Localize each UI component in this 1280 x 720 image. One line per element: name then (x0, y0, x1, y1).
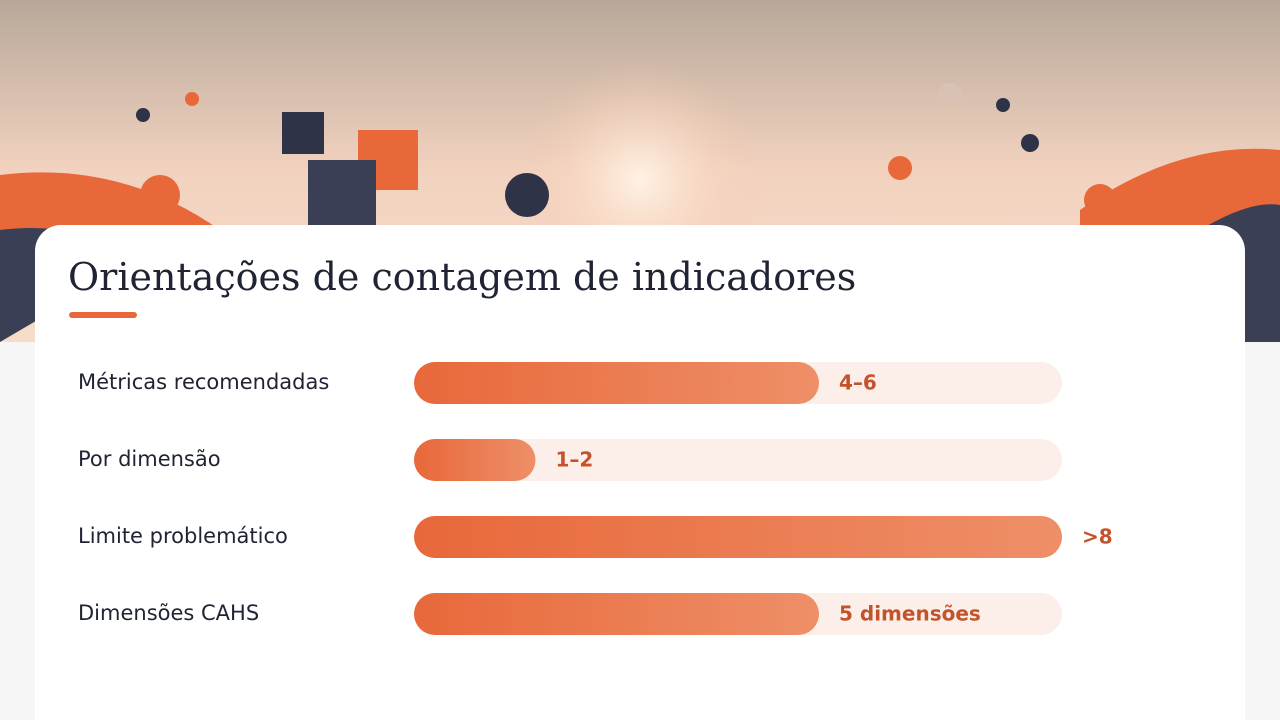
bar (414, 439, 536, 481)
value-label: 4–6 (839, 371, 877, 395)
category-label: Limite problemático (78, 524, 288, 548)
plot: Métricas recomendadas 4–6 Por dimensão 1–2 L… (78, 362, 1113, 635)
value-label: 5 dimensões (839, 602, 981, 626)
category-label: Por dimensão (78, 447, 221, 471)
value-label: 1–2 (556, 448, 594, 472)
category-label: Dimensões CAHS (78, 601, 259, 625)
chart-title: Orientações de contagem de indicadores (68, 255, 856, 299)
bar (414, 362, 819, 404)
bar (414, 593, 819, 635)
title-underline (69, 312, 137, 318)
value-label: >8 (1082, 525, 1113, 549)
bar-track (414, 439, 1062, 481)
category-label: Métricas recomendadas (78, 370, 329, 394)
bar (414, 516, 1062, 558)
